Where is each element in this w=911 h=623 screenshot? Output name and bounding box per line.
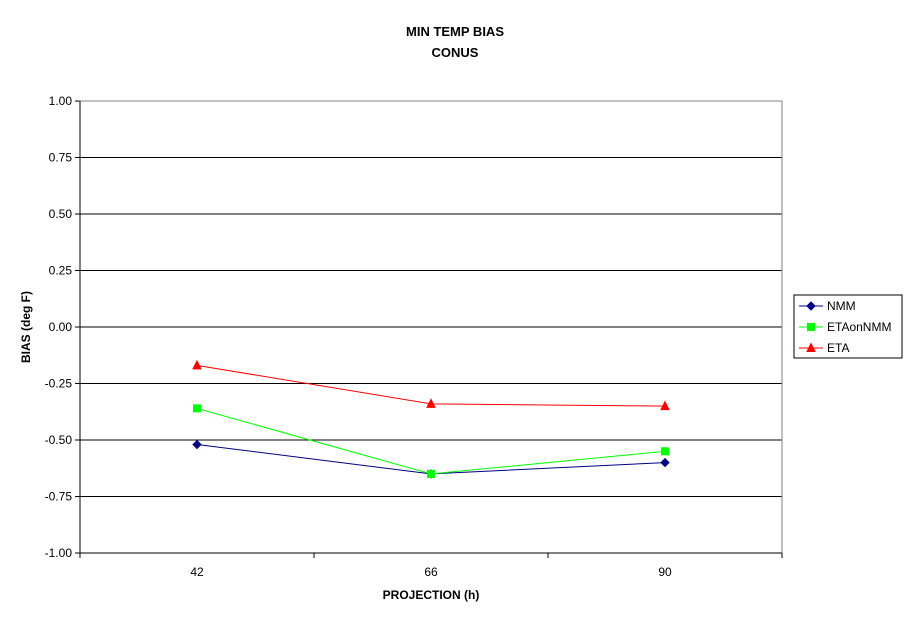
legend-marker-eta <box>806 342 816 352</box>
x-tick-label: 90 <box>658 565 672 579</box>
data-point-etaonnmm <box>661 447 669 456</box>
legend-marker-nmm <box>806 301 816 311</box>
data-point-eta <box>192 359 202 370</box>
y-tick-label: 1.00 <box>49 94 73 108</box>
data-point-eta <box>426 398 436 408</box>
data-point-etaonnmm <box>193 404 201 413</box>
y-axis-title: BIAS (deg F) <box>19 291 33 363</box>
y-tick-label: -0.50 <box>45 433 73 447</box>
y-tick-label: -0.25 <box>45 377 73 391</box>
x-axis-title: PROJECTION (h) <box>383 588 480 602</box>
y-tick-label: -0.75 <box>45 490 73 504</box>
y-tick-label: 0.75 <box>49 151 73 165</box>
legend-label-eta: ETA <box>827 341 849 355</box>
data-point-eta <box>660 400 670 411</box>
x-tick-label: 66 <box>424 565 438 579</box>
plot-area: 1.00 0.75 0.50 0.25 0.00 -0.25 -0.50 -0.75 -1.00… <box>45 94 783 579</box>
legend: NMM ETAonNMM ETA <box>793 294 903 359</box>
x-tick-label: 42 <box>190 565 204 579</box>
chart-subtitle: CONUS <box>432 45 479 60</box>
legend-label-nmm: NMM <box>827 299 856 313</box>
y-tick-label: 0.50 <box>49 207 73 221</box>
y-tick-label: 0.00 <box>49 320 73 334</box>
y-tick-label: 0.25 <box>49 264 73 278</box>
legend-label-etaonnmm: ETAonNMM <box>827 320 891 334</box>
series-line-etaonnmm <box>196 407 666 475</box>
data-point-nmm <box>660 457 670 468</box>
legend-marker-etaonnmm <box>807 323 815 331</box>
chart-title: MIN TEMP BIAS <box>406 24 504 39</box>
y-tick-label: -1.00 <box>45 546 73 560</box>
data-point-etaonnmm <box>427 469 435 478</box>
data-point-nmm <box>192 439 202 450</box>
